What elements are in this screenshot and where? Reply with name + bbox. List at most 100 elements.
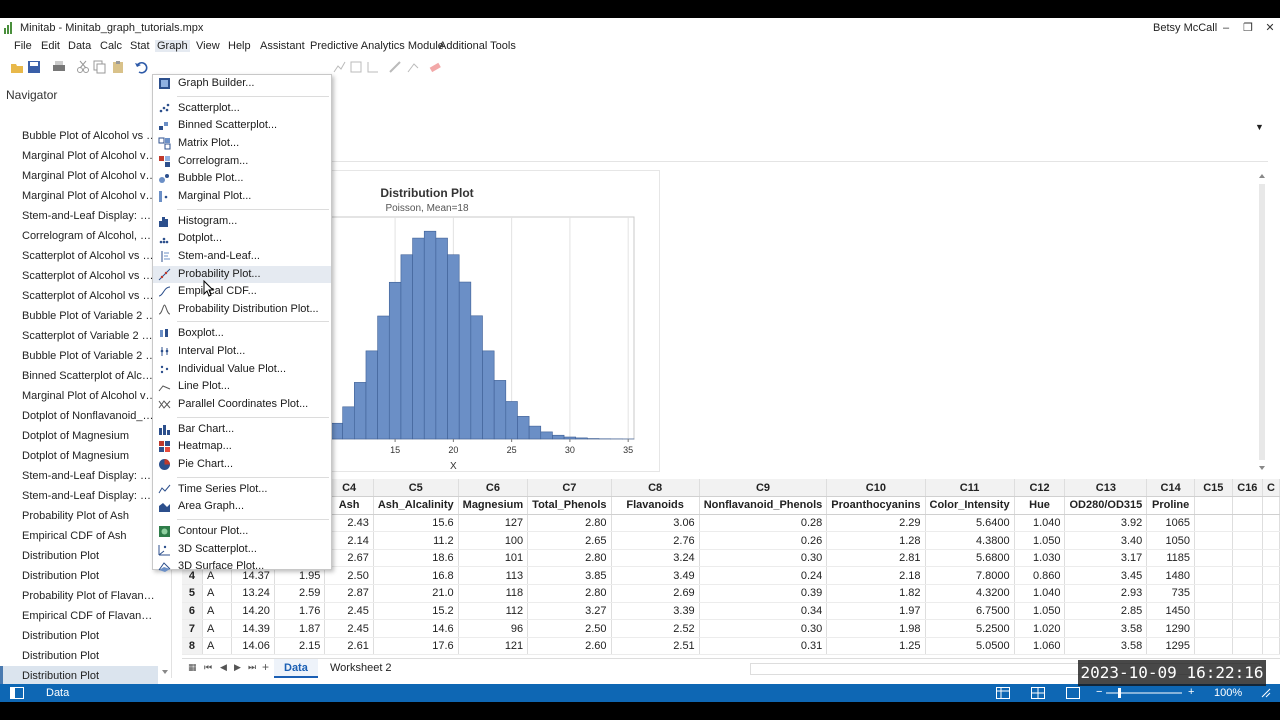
data-cell[interactable]: 2.81 xyxy=(826,549,926,568)
menu-file[interactable]: File xyxy=(14,40,32,52)
column-name-cell[interactable]: Ash_Alcalinity xyxy=(373,496,459,515)
graph-menu-item-individual-value-plot[interactable]: Individual Value Plot... xyxy=(153,361,331,378)
navigator-item[interactable]: Distribution Plot xyxy=(22,630,100,642)
data-cell[interactable]: 1.87 xyxy=(274,619,326,638)
menu-stat[interactable]: Stat xyxy=(130,40,150,52)
data-cell[interactable]: 14.6 xyxy=(373,619,459,638)
open-folder-icon[interactable] xyxy=(10,60,24,74)
data-cell[interactable]: 0.34 xyxy=(699,602,828,621)
column-name-cell[interactable]: Flavanoids xyxy=(611,496,700,515)
navigator-item[interactable]: Distribution Plot xyxy=(22,570,100,582)
last-sheet-icon[interactable]: ⏭ xyxy=(248,662,257,672)
data-cell[interactable]: 1065 xyxy=(1146,514,1196,533)
data-cell[interactable]: 5.6800 xyxy=(925,549,1015,568)
menu-edit[interactable]: Edit xyxy=(41,40,60,52)
menu-data[interactable]: Data xyxy=(68,40,92,52)
eraser-icon[interactable] xyxy=(428,60,442,74)
data-cell[interactable]: 1290 xyxy=(1146,619,1196,638)
data-cell[interactable]: 4.3800 xyxy=(925,531,1015,550)
data-cell[interactable]: 5.0500 xyxy=(925,637,1015,656)
navigator-item[interactable]: Dotplot of Magnesium xyxy=(22,430,129,442)
data-cell[interactable]: 17.6 xyxy=(373,637,459,656)
data-cell[interactable] xyxy=(1194,602,1233,621)
data-cell[interactable]: 1.95 xyxy=(274,566,326,586)
graph-menu-item-boxplot[interactable]: Boxplot... xyxy=(153,325,331,342)
graph-menu-item-interval-plot[interactable]: Interval Plot... xyxy=(153,343,331,360)
column-name-cell[interactable]: Proline xyxy=(1146,496,1196,515)
brush-icon[interactable] xyxy=(388,60,402,74)
data-cell[interactable]: 3.40 xyxy=(1064,531,1148,550)
data-cell[interactable]: 2.80 xyxy=(527,514,612,533)
menu-additional-tools[interactable]: Additional Tools xyxy=(439,40,516,52)
column-header[interactable]: C13 xyxy=(1064,479,1148,498)
graph-menu-item-marginal-plot[interactable]: Marginal Plot... xyxy=(153,188,331,205)
graph-menu-item-scatterplot[interactable]: Scatterplot... xyxy=(153,100,331,117)
navigator-item[interactable]: Stem-and-Leaf Display: Mag... xyxy=(22,490,158,502)
data-cell[interactable]: 2.45 xyxy=(324,602,374,621)
worksheet-view-icon[interactable] xyxy=(996,687,1010,699)
graph-menu-item-area-graph[interactable]: Area Graph... xyxy=(153,498,331,515)
column-name-cell[interactable]: Hue xyxy=(1014,496,1066,515)
data-cell[interactable]: 96 xyxy=(458,619,529,638)
restore-icon[interactable]: ❐ xyxy=(1243,22,1253,34)
sheet-list-icon[interactable]: ▦ xyxy=(188,662,197,672)
navigator-item[interactable]: Scatterplot of Variable 2 vs Va... xyxy=(22,330,158,342)
data-cell[interactable] xyxy=(1232,619,1264,638)
data-cell[interactable]: 1295 xyxy=(1146,637,1196,656)
data-cell[interactable]: 15.6 xyxy=(373,514,459,533)
column-header[interactable]: C11 xyxy=(925,479,1015,498)
data-cell[interactable]: 1.060 xyxy=(1014,637,1066,656)
data-cell[interactable] xyxy=(1194,566,1233,586)
data-cell[interactable] xyxy=(1262,514,1280,533)
navigator-item[interactable]: Empirical CDF of Flavanoids xyxy=(22,610,158,622)
close-icon[interactable]: ✕ xyxy=(1265,22,1275,34)
column-name-cell[interactable] xyxy=(1194,496,1233,515)
data-cell[interactable]: 0.24 xyxy=(699,566,828,586)
menu-graph[interactable]: Graph xyxy=(155,40,190,52)
data-cell[interactable]: 3.27 xyxy=(527,602,612,621)
data-cell[interactable]: 0.31 xyxy=(699,637,828,656)
row-number[interactable]: 8 xyxy=(182,637,203,656)
column-name-cell[interactable]: Color_Intensity xyxy=(925,496,1015,515)
save-icon[interactable] xyxy=(27,60,41,74)
data-cell[interactable]: 3.58 xyxy=(1064,637,1148,656)
paste-icon[interactable] xyxy=(111,60,125,74)
data-cell[interactable]: 1050 xyxy=(1146,531,1196,550)
column-name-cell[interactable]: OD280/OD315 xyxy=(1064,496,1148,515)
navigator-item[interactable]: Scatterplot of Alcohol vs Col... xyxy=(22,270,158,282)
menu-help[interactable]: Help xyxy=(228,40,251,52)
data-cell[interactable]: 1450 xyxy=(1146,602,1196,621)
data-cell[interactable]: 14.20 xyxy=(231,602,275,621)
data-cell[interactable] xyxy=(1194,514,1233,533)
column-header[interactable]: C6 xyxy=(458,479,529,498)
data-cell[interactable]: 2.80 xyxy=(527,549,612,568)
print-icon[interactable] xyxy=(52,60,66,74)
grid-view-icon[interactable] xyxy=(1031,687,1045,699)
data-cell[interactable]: 1.97 xyxy=(826,602,926,621)
data-cell[interactable] xyxy=(1262,584,1280,603)
data-cell[interactable]: 0.30 xyxy=(699,549,828,568)
row-number[interactable]: 5 xyxy=(182,584,203,603)
data-cell[interactable]: 1480 xyxy=(1146,566,1196,586)
navigator-item[interactable]: Distribution Plot xyxy=(0,666,158,686)
data-cell[interactable] xyxy=(1194,549,1233,568)
data-cell[interactable]: 6.7500 xyxy=(925,602,1015,621)
undo-icon[interactable] xyxy=(134,60,148,74)
column-name-cell[interactable]: Nonflavanoid_Phenols xyxy=(699,496,828,515)
column-header[interactable]: C xyxy=(1262,479,1280,498)
data-cell[interactable]: 2.59 xyxy=(274,584,326,603)
data-cell[interactable] xyxy=(1262,566,1280,586)
data-cell[interactable] xyxy=(1262,549,1280,568)
panel-toggle-icon[interactable] xyxy=(10,687,24,699)
graph-menu-item-heatmap[interactable]: Heatmap... xyxy=(153,438,331,455)
data-cell[interactable]: 14.06 xyxy=(231,637,275,656)
row-number[interactable]: 4 xyxy=(182,566,203,586)
data-cell[interactable]: A xyxy=(202,619,233,638)
data-cell[interactable]: 2.60 xyxy=(527,637,612,656)
graph-menu-item-graph-builder[interactable]: Graph Builder... xyxy=(153,75,331,92)
annotate-icon[interactable] xyxy=(406,60,420,74)
menu-calc[interactable]: Calc xyxy=(100,40,123,52)
data-cell[interactable]: 112 xyxy=(458,602,529,621)
data-cell[interactable]: 1185 xyxy=(1146,549,1196,568)
graph-menu-item-time-series-plot[interactable]: Time Series Plot... xyxy=(153,481,331,498)
